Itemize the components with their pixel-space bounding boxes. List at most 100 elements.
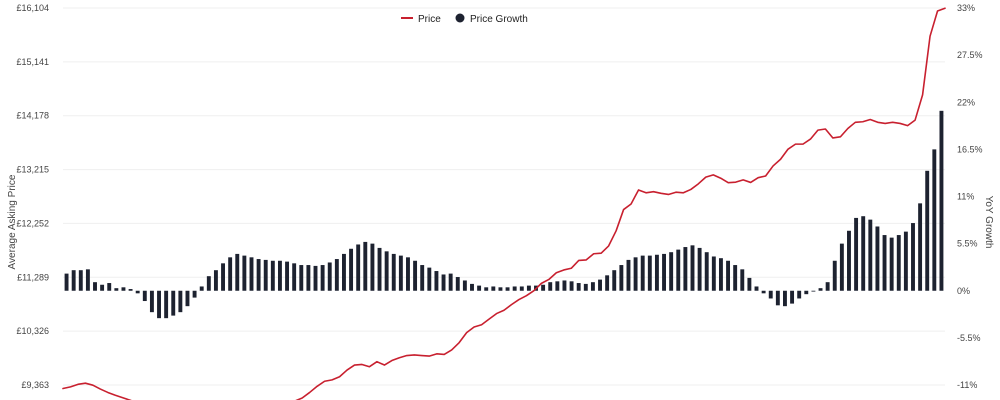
growth-bar bbox=[939, 110, 944, 291]
left-tick-label: £13,215 bbox=[16, 165, 49, 175]
left-axis-title: Average Asking Price bbox=[7, 174, 18, 269]
growth-bar bbox=[839, 243, 844, 291]
right-tick-label: 5.5% bbox=[957, 239, 978, 249]
growth-bar bbox=[235, 253, 240, 291]
growth-bar bbox=[377, 247, 382, 291]
growth-bar bbox=[918, 203, 923, 291]
growth-bar bbox=[455, 277, 460, 291]
growth-bar bbox=[548, 282, 553, 291]
growth-bars bbox=[64, 110, 944, 319]
growth-bar bbox=[854, 217, 859, 291]
growth-bar bbox=[633, 257, 638, 291]
growth-bar bbox=[555, 281, 560, 291]
growth-bar bbox=[263, 259, 268, 291]
growth-bar bbox=[242, 255, 247, 291]
growth-bar bbox=[882, 235, 887, 291]
right-tick-label: -11% bbox=[957, 380, 977, 390]
growth-bar bbox=[747, 277, 752, 291]
legend-growth-swatch bbox=[455, 13, 465, 23]
growth-bar bbox=[107, 283, 112, 291]
growth-bar bbox=[775, 290, 780, 306]
growth-bar bbox=[448, 273, 453, 291]
right-tick-label: 16.5% bbox=[957, 144, 983, 154]
growth-bar bbox=[100, 284, 105, 291]
growth-bar bbox=[889, 237, 894, 291]
growth-bar bbox=[733, 265, 738, 291]
growth-bar bbox=[299, 265, 304, 291]
growth-bar bbox=[598, 279, 602, 291]
growth-bar bbox=[569, 281, 574, 291]
right-tick-label: 0% bbox=[957, 286, 970, 296]
legend: Price Price Growth bbox=[401, 13, 528, 25]
growth-bar bbox=[256, 259, 261, 291]
growth-bar bbox=[583, 283, 588, 291]
right-axis-ticks: -11% -5.5% 0% 5.5% 11% 16.5% 22% 27.5% 33% bbox=[957, 3, 983, 390]
growth-bar bbox=[356, 244, 361, 291]
growth-bar bbox=[832, 260, 837, 291]
left-tick-label: £15,141 bbox=[16, 57, 49, 67]
growth-bar bbox=[64, 273, 69, 291]
growth-bar bbox=[804, 290, 809, 295]
growth-bar bbox=[825, 282, 830, 291]
growth-bar bbox=[85, 269, 90, 291]
growth-bar bbox=[306, 265, 311, 291]
growth-bar bbox=[498, 287, 503, 291]
growth-bar bbox=[157, 290, 161, 319]
growth-bar bbox=[647, 255, 652, 291]
right-tick-label: 22% bbox=[957, 97, 975, 107]
growth-bar bbox=[790, 290, 795, 304]
growth-bar bbox=[413, 260, 418, 291]
right-tick-label: 27.5% bbox=[957, 50, 983, 60]
growth-bar bbox=[313, 265, 318, 291]
left-tick-label: £14,178 bbox=[16, 111, 49, 121]
legend-growth-label: Price Growth bbox=[470, 14, 528, 25]
growth-bar bbox=[761, 290, 766, 294]
growth-bar bbox=[199, 286, 204, 291]
growth-bar bbox=[363, 241, 368, 291]
growth-bar bbox=[342, 253, 346, 291]
growth-bar bbox=[114, 288, 119, 291]
growth-bar bbox=[861, 216, 866, 291]
growth-bar bbox=[477, 285, 482, 291]
growth-bar bbox=[783, 290, 787, 307]
growth-bar bbox=[71, 270, 76, 291]
growth-bar bbox=[384, 251, 389, 291]
price-line bbox=[62, 7, 946, 400]
growth-bar bbox=[711, 256, 716, 291]
growth-bar bbox=[605, 275, 610, 291]
growth-bar bbox=[334, 259, 339, 291]
left-tick-label: £11,289 bbox=[17, 272, 49, 282]
growth-bar bbox=[93, 282, 97, 291]
growth-bar bbox=[121, 287, 126, 291]
growth-bar bbox=[171, 290, 176, 316]
growth-bar bbox=[320, 265, 325, 291]
growth-bar bbox=[128, 289, 133, 291]
left-axis-ticks: £9,363 £10,326 £11,289 £12,252 £13,215 £14,17… bbox=[16, 3, 49, 390]
growth-bar bbox=[142, 290, 147, 302]
growth-bar bbox=[78, 270, 83, 291]
growth-bar bbox=[512, 286, 517, 291]
right-tick-label: -5.5% bbox=[957, 333, 981, 343]
growth-bar bbox=[590, 282, 595, 291]
left-tick-label: £10,326 bbox=[16, 326, 49, 336]
growth-bar bbox=[292, 263, 297, 291]
growth-bar bbox=[462, 280, 467, 291]
growth-bar bbox=[541, 284, 546, 291]
growth-bar bbox=[740, 269, 745, 291]
growth-bar bbox=[185, 290, 190, 307]
growth-bar bbox=[662, 253, 666, 291]
growth-bar bbox=[277, 260, 282, 291]
growth-bar bbox=[178, 290, 183, 313]
growth-bar bbox=[669, 252, 674, 291]
growth-bar bbox=[526, 285, 531, 291]
legend-price-label: Price bbox=[418, 14, 441, 25]
growth-bar bbox=[718, 258, 723, 291]
growth-bar bbox=[847, 230, 851, 291]
growth-bar bbox=[406, 257, 410, 291]
growth-bar bbox=[285, 261, 290, 291]
growth-bar bbox=[619, 265, 624, 291]
growth-bar bbox=[505, 287, 510, 291]
growth-bar bbox=[249, 257, 254, 291]
growth-bar bbox=[149, 290, 154, 313]
growth-bar bbox=[868, 219, 873, 291]
